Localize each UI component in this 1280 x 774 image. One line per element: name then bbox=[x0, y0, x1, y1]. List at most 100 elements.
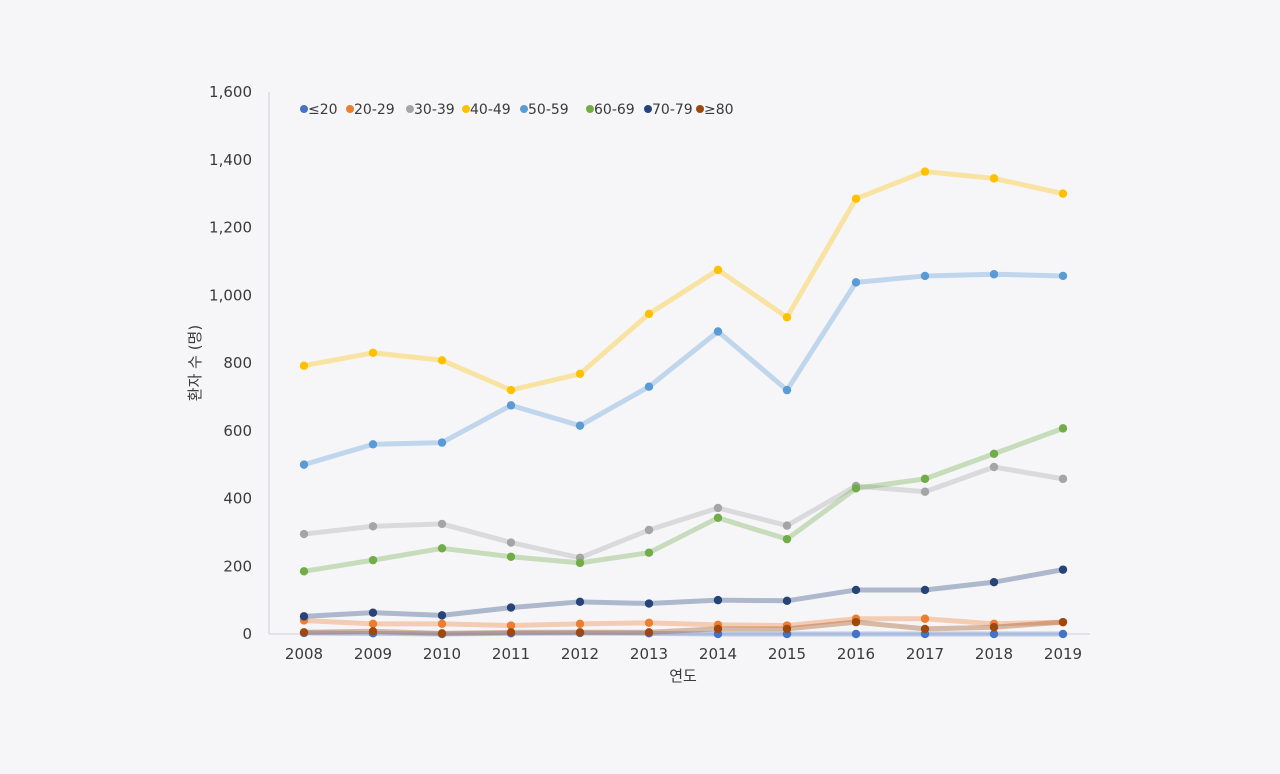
series-30-39-point bbox=[299, 529, 309, 539]
series-60-69-point bbox=[782, 534, 792, 544]
series-70-79-point bbox=[644, 599, 654, 608]
x-tick-label: 2008 bbox=[285, 645, 323, 663]
series-30-39-point bbox=[713, 503, 723, 513]
series-80-line bbox=[301, 619, 1066, 636]
axes: 0 200 400 600 800 1,000 1,200 1,400 1,600 2008 200… bbox=[209, 83, 1090, 663]
x-tick-label: 2012 bbox=[561, 645, 599, 663]
series-50-59-point bbox=[713, 327, 723, 336]
legend-marker bbox=[520, 105, 528, 113]
legend-marker bbox=[406, 105, 414, 113]
series-50-59-point bbox=[437, 438, 447, 447]
series-20-point bbox=[851, 629, 861, 639]
series-70-79-point bbox=[575, 597, 585, 607]
series-50-59-line bbox=[301, 271, 1066, 468]
series-20-point bbox=[1058, 629, 1068, 639]
series-40-49-point bbox=[1058, 189, 1068, 198]
series-40-49-point bbox=[575, 369, 585, 379]
series-70-79-point bbox=[782, 596, 792, 606]
series-50-59-point bbox=[299, 460, 309, 469]
y-tick-label: 1,400 bbox=[209, 151, 252, 169]
series-50-59-point bbox=[851, 278, 861, 287]
x-tick-label: 2019 bbox=[1044, 645, 1082, 663]
series-40-49-line bbox=[301, 169, 1066, 393]
series-80-point bbox=[299, 628, 309, 637]
series-20-29-point bbox=[920, 614, 930, 623]
series-70-79-point bbox=[299, 612, 309, 621]
x-tick-label: 2016 bbox=[837, 645, 875, 663]
series-30-39-point bbox=[920, 487, 930, 496]
x-axis-title: 연도 bbox=[669, 667, 697, 685]
series-60-69-point bbox=[851, 484, 861, 493]
series-60-69-point bbox=[575, 558, 585, 568]
x-tick-label: 2011 bbox=[492, 645, 530, 663]
legend-marker bbox=[346, 105, 354, 113]
series-60-69-point bbox=[1058, 424, 1068, 433]
x-tick-label: 2018 bbox=[975, 645, 1013, 663]
series-points bbox=[299, 167, 1068, 639]
series-30-39-point bbox=[1058, 474, 1068, 484]
series-80-point bbox=[575, 628, 585, 637]
series-80-point bbox=[713, 624, 723, 634]
series-30-39-point bbox=[437, 519, 447, 529]
series-40-49-point bbox=[299, 361, 309, 370]
series-60-69-point bbox=[644, 548, 654, 557]
series-70-79-point bbox=[1058, 565, 1068, 574]
series-40-49-point bbox=[920, 167, 930, 176]
series-20-line bbox=[301, 630, 1066, 637]
series-60-69-point bbox=[989, 449, 999, 458]
series-20-29-point bbox=[506, 621, 516, 630]
legend-marker bbox=[696, 105, 704, 113]
series-70-79-point bbox=[368, 608, 378, 617]
series-80-point bbox=[644, 628, 654, 637]
legend-marker bbox=[300, 105, 308, 113]
series-60-69-point bbox=[920, 474, 930, 484]
series-70-79-point bbox=[851, 585, 861, 595]
series-50-59-point bbox=[1058, 271, 1068, 281]
series-lines bbox=[301, 169, 1066, 637]
series-30-39-point bbox=[989, 462, 999, 472]
series-20-29-point bbox=[437, 619, 447, 629]
legend-marker bbox=[644, 105, 652, 113]
x-tick-label: 2009 bbox=[354, 645, 392, 663]
series-50-59-point bbox=[368, 440, 378, 449]
series-70-79-point bbox=[506, 603, 516, 612]
x-tick-label: 2015 bbox=[768, 645, 806, 663]
y-axis-title: 환자 수 (명) bbox=[186, 325, 204, 401]
series-20-point bbox=[989, 629, 999, 639]
series-80-point bbox=[851, 617, 861, 627]
legend-label: 60-69 bbox=[594, 102, 635, 118]
series-30-39-line bbox=[301, 464, 1066, 561]
series-30-39-point bbox=[782, 521, 792, 530]
series-30-39-point bbox=[368, 522, 378, 531]
series-60-69-point bbox=[437, 544, 447, 553]
series-20-29-point bbox=[368, 619, 378, 629]
legend-label: ≤20 bbox=[308, 102, 338, 118]
x-tick-label: 2013 bbox=[630, 645, 668, 663]
legend-item-80: ≥80 bbox=[696, 102, 734, 118]
series-60-69-point bbox=[506, 552, 516, 561]
legend-label: 70-79 bbox=[652, 102, 693, 118]
series-40-49-point bbox=[368, 348, 378, 358]
legend-item-30-39: 30-39 bbox=[406, 102, 455, 118]
legend-marker bbox=[462, 105, 470, 113]
legend-item-50-59: 50-59 bbox=[520, 102, 569, 118]
y-tick-label: 1,000 bbox=[209, 286, 252, 304]
y-tick-label: 1,200 bbox=[209, 219, 252, 237]
series-40-49-point bbox=[989, 174, 999, 183]
series-20-29-point bbox=[575, 619, 585, 629]
series-70-79-point bbox=[989, 577, 999, 587]
series-60-69-point bbox=[713, 513, 723, 523]
legend-marker bbox=[586, 105, 594, 113]
series-50-59-point bbox=[644, 382, 654, 391]
y-tick-label: 1,600 bbox=[209, 83, 252, 101]
series-80-point bbox=[506, 628, 516, 637]
series-30-39-point bbox=[506, 538, 516, 547]
legend-item-40-49: 40-49 bbox=[462, 102, 511, 118]
legend: ≤20 20-29 30-39 40-49 50-59 60-69 70-79 ≥80 bbox=[300, 102, 734, 118]
series-20-29-line bbox=[301, 616, 1066, 629]
x-tick-label: 2017 bbox=[906, 645, 944, 663]
series-70-79-point bbox=[437, 611, 447, 620]
y-tick-label: 0 bbox=[242, 625, 252, 643]
